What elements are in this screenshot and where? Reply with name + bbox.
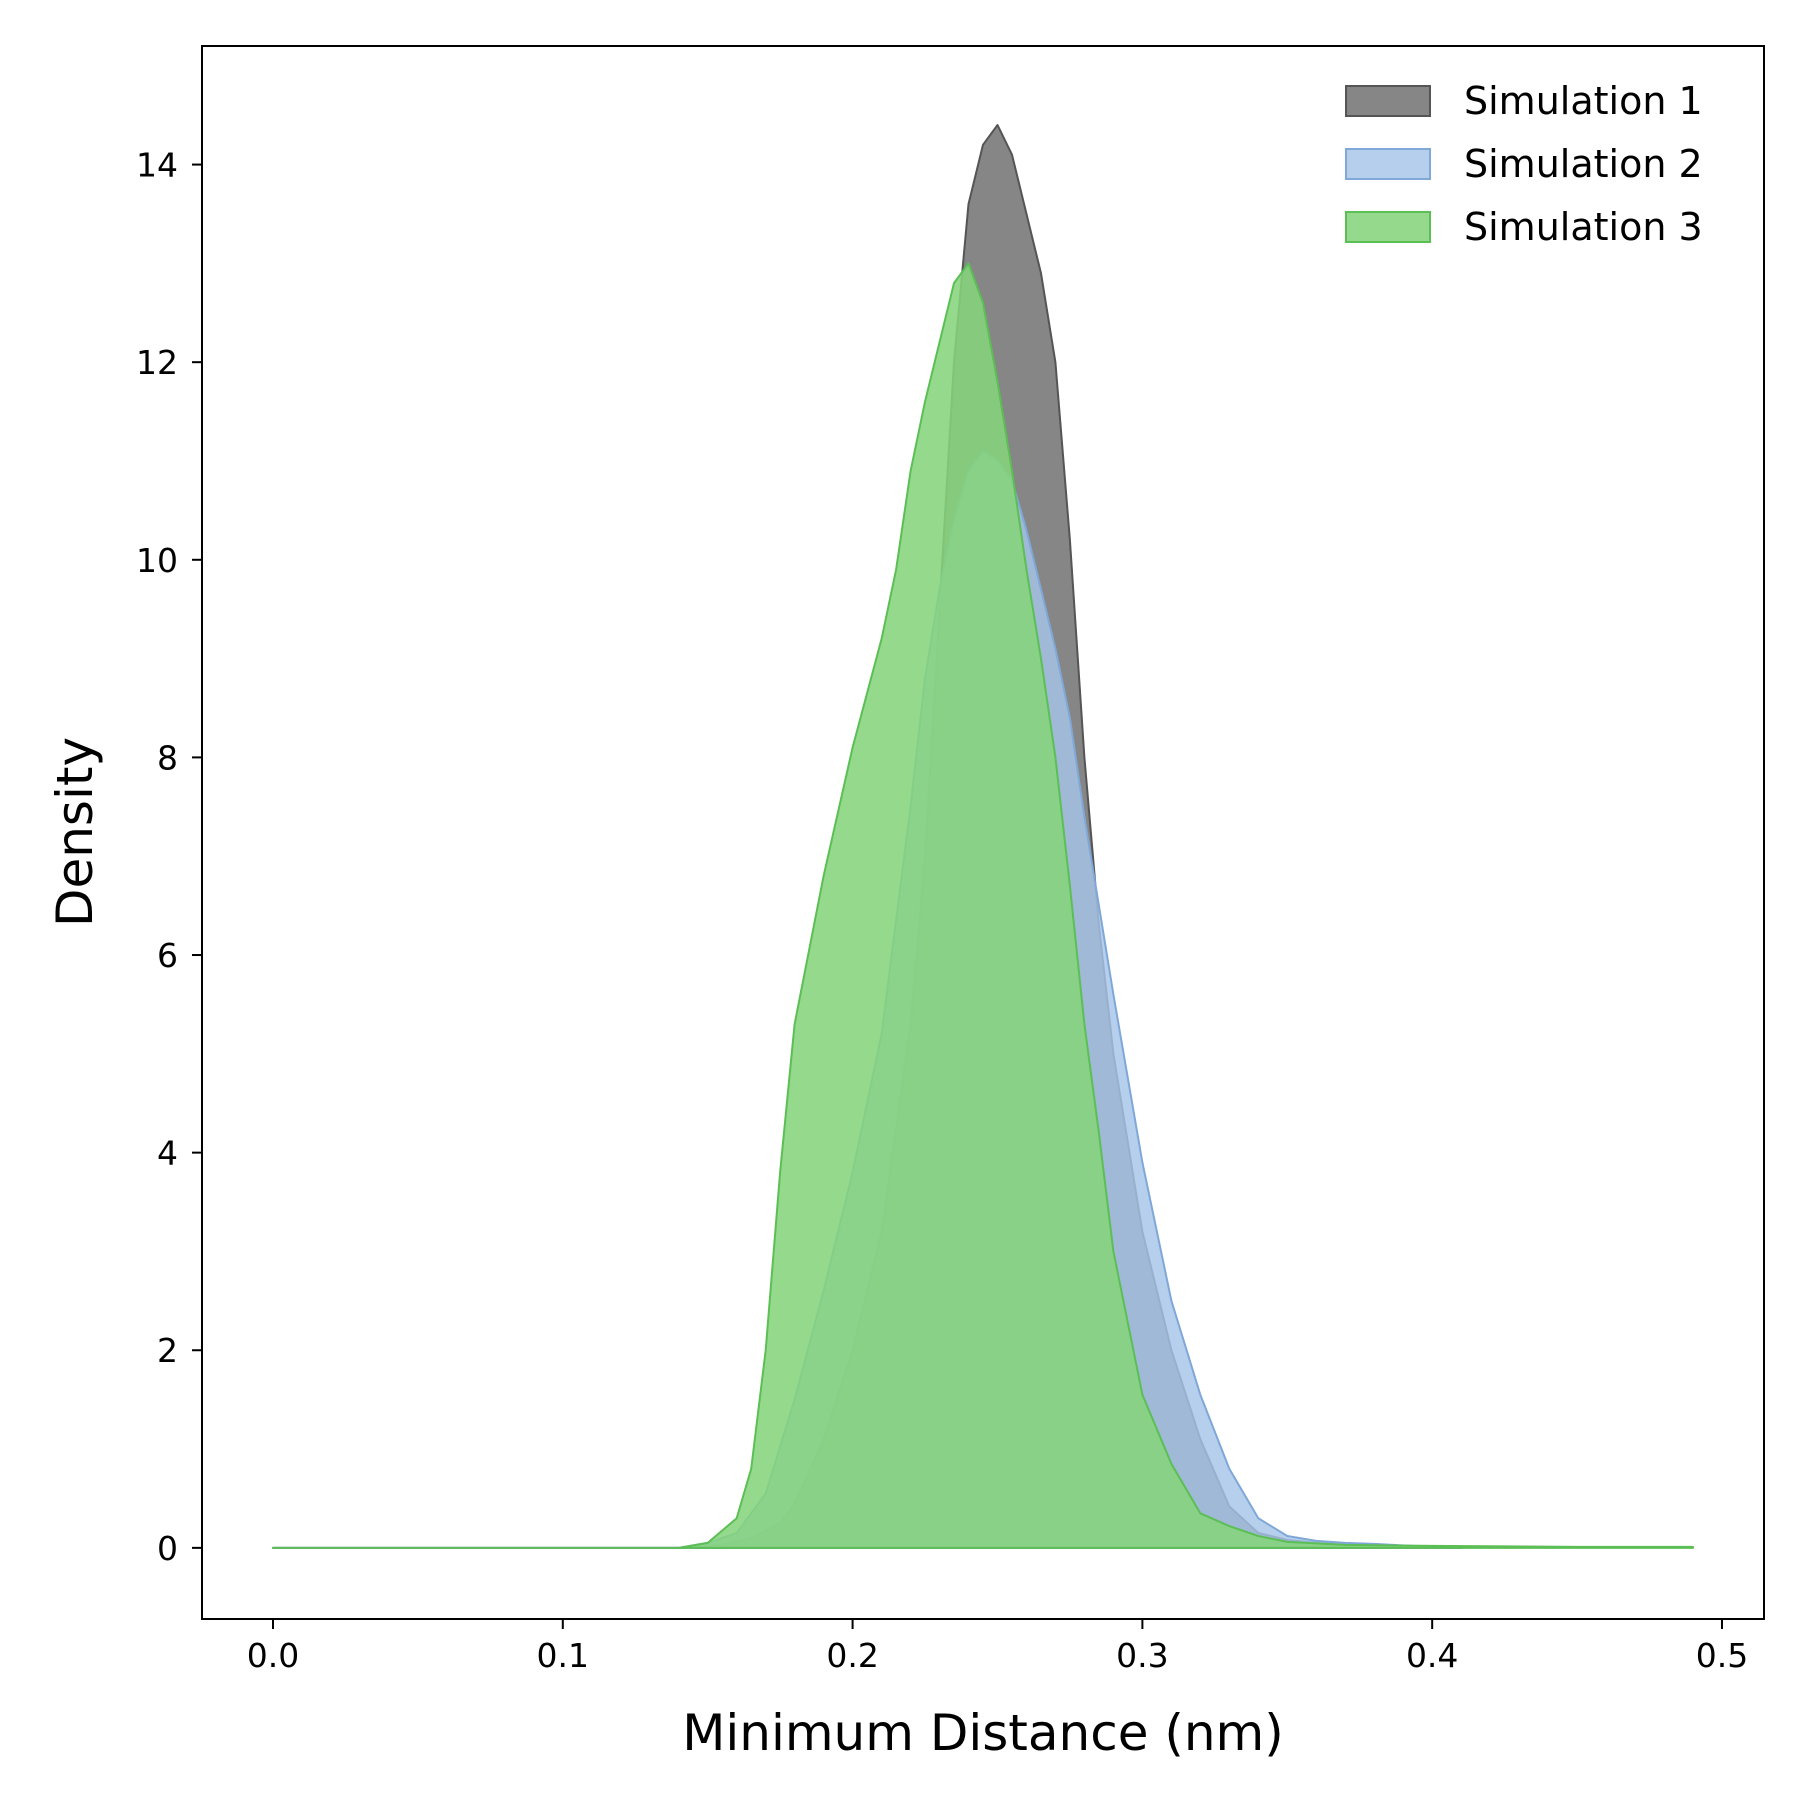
y-axis-label: Density (46, 737, 104, 927)
x-axis-ticks: 0.0 0.1 0.2 0.3 0.4 0.5 (247, 1619, 1748, 1675)
x-tick-label: 0.2 (826, 1636, 878, 1675)
legend-label-1: Simulation 1 (1464, 79, 1703, 123)
x-tick-label: 0.0 (247, 1636, 299, 1675)
x-tick-label: 0.4 (1406, 1636, 1458, 1675)
legend-label-3: Simulation 3 (1464, 205, 1703, 249)
y-tick-label: 0 (157, 1529, 178, 1568)
x-tick-label: 0.3 (1116, 1636, 1168, 1675)
y-tick-label: 2 (157, 1331, 178, 1370)
series-area-3 (272, 262, 1694, 1549)
y-tick-label: 14 (136, 146, 178, 185)
y-tick-label: 8 (157, 738, 178, 777)
y-axis-ticks: 0 2 4 6 8 10 12 14 (136, 146, 202, 1568)
series-layer (272, 124, 1694, 1549)
legend-label-2: Simulation 2 (1464, 142, 1703, 186)
x-tick-label: 0.5 (1696, 1636, 1748, 1675)
legend-swatch-1 (1345, 85, 1431, 117)
y-tick-label: 10 (136, 541, 178, 580)
plot-frame (201, 45, 1765, 1620)
legend-swatch-2 (1345, 148, 1431, 180)
x-axis-label: Minimum Distance (nm) (682, 1704, 1284, 1762)
y-tick-label: 12 (136, 343, 178, 382)
legend: Simulation 1 Simulation 2 Simulation 3 (1345, 79, 1703, 249)
y-tick-label: 6 (157, 936, 178, 975)
x-tick-label: 0.1 (537, 1636, 589, 1675)
y-tick-label: 4 (157, 1134, 178, 1173)
legend-swatch-3 (1345, 211, 1431, 243)
